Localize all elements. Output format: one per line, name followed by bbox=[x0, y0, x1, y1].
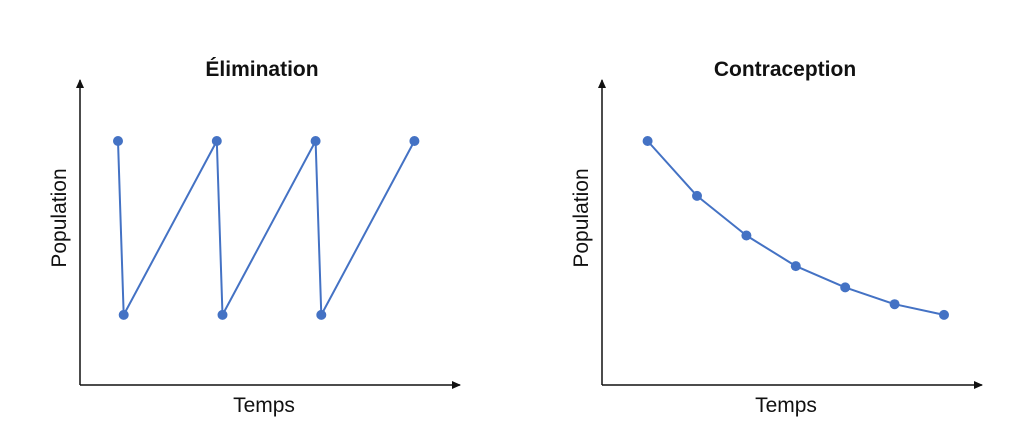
data-point-7 bbox=[409, 136, 420, 146]
chart-elimination: Élimination Population Temps bbox=[48, 58, 461, 417]
data-point-6 bbox=[889, 299, 900, 310]
data-point-3 bbox=[741, 230, 752, 241]
data-point-7 bbox=[939, 309, 949, 320]
plot-area bbox=[113, 136, 420, 320]
series-line bbox=[117, 140, 416, 316]
data-point-4 bbox=[217, 309, 228, 320]
data-point-2 bbox=[692, 190, 702, 201]
chart-title: Contraception bbox=[714, 58, 856, 81]
chart-contraception: Contraception Population Temps bbox=[570, 58, 983, 417]
data-point-5 bbox=[840, 282, 851, 293]
x-axis-label: Temps bbox=[233, 394, 295, 417]
data-point-2 bbox=[118, 309, 129, 320]
data-point-6 bbox=[316, 309, 327, 320]
data-point-3 bbox=[211, 136, 222, 146]
x-axis-label: Temps bbox=[755, 394, 817, 417]
chart-title: Élimination bbox=[205, 58, 318, 81]
data-point-4 bbox=[790, 261, 801, 272]
series-line bbox=[646, 140, 945, 316]
data-point-5 bbox=[310, 136, 321, 146]
y-axis-label: Population bbox=[570, 168, 593, 267]
plot-area bbox=[642, 136, 949, 320]
data-point-1 bbox=[642, 136, 653, 146]
data-point-1 bbox=[113, 136, 123, 146]
y-axis-label: Population bbox=[48, 168, 71, 267]
